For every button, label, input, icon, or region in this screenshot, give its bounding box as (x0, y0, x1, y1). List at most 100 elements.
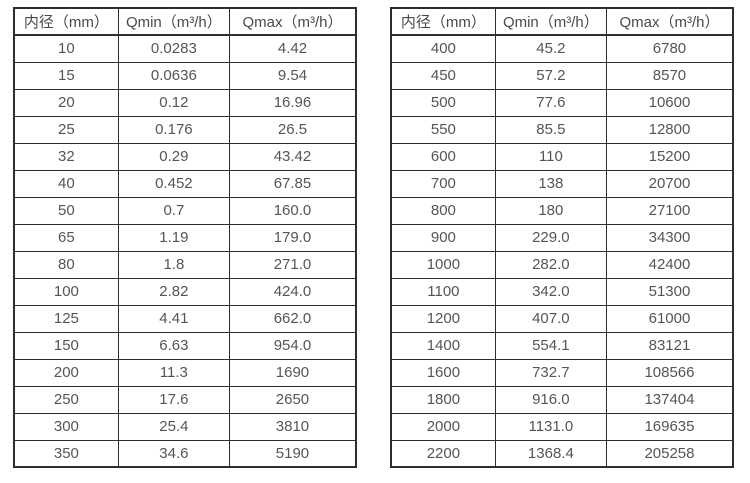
qmax-cell: 20700 (605, 169, 734, 198)
qmin-cell: 0.0636 (117, 61, 230, 90)
qmax-cell: 271.0 (228, 250, 357, 279)
diameter-cell: 200 (13, 358, 119, 387)
diameter-cell: 25 (13, 115, 119, 144)
qmax-cell: 169635 (605, 412, 734, 441)
qmax-cell: 2650 (228, 385, 357, 414)
header-row: 内径（mm） Qmin（m³/h） Qmax（m³/h） (13, 7, 357, 36)
table-row: 2000 1131.0 169635 (390, 412, 734, 441)
table-row: 1000 282.0 42400 (390, 250, 734, 279)
diameter-cell: 800 (390, 196, 496, 225)
qmin-cell: 282.0 (494, 250, 607, 279)
diameter-cell: 20 (13, 88, 119, 117)
qmax-cell: 4.42 (228, 34, 357, 63)
qmin-cell: 0.12 (117, 88, 230, 117)
page-container: 内径（mm） Qmin（m³/h） Qmax（m³/h） 10 0.0283 4.42 1… (13, 7, 734, 468)
qmax-cell: 83121 (605, 331, 734, 360)
table-row: 400 45.2 6780 (390, 34, 734, 63)
table-row: 300 25.4 3810 (13, 412, 357, 441)
diameter-cell: 32 (13, 142, 119, 171)
qmin-cell: 25.4 (117, 412, 230, 441)
table-row: 1200 407.0 61000 (390, 304, 734, 333)
diameter-cell: 1100 (390, 277, 496, 306)
qmin-cell: 1.8 (117, 250, 230, 279)
table-row: 150 6.63 954.0 (13, 331, 357, 360)
qmax-cell: 662.0 (228, 304, 357, 333)
qmax-cell: 27100 (605, 196, 734, 225)
table-row: 550 85.5 12800 (390, 115, 734, 144)
table-row: 15 0.0636 9.54 (13, 61, 357, 90)
table-row: 10 0.0283 4.42 (13, 34, 357, 63)
spec-table-left: 内径（mm） Qmin（m³/h） Qmax（m³/h） 10 0.0283 4.42 1… (13, 7, 357, 468)
diameter-cell: 550 (390, 115, 496, 144)
diameter-cell: 350 (13, 439, 119, 468)
qmax-cell: 5190 (228, 439, 357, 468)
diameter-cell: 1400 (390, 331, 496, 360)
column-header: Qmax（m³/h） (228, 7, 357, 36)
table-row: 1100 342.0 51300 (390, 277, 734, 306)
qmin-cell: 180 (494, 196, 607, 225)
table-row: 600 110 15200 (390, 142, 734, 171)
diameter-cell: 15 (13, 61, 119, 90)
qmax-cell: 205258 (605, 439, 734, 468)
diameter-cell: 1600 (390, 358, 496, 387)
qmax-cell: 179.0 (228, 223, 357, 252)
diameter-cell: 500 (390, 88, 496, 117)
table-row: 32 0.29 43.42 (13, 142, 357, 171)
table-row: 50 0.7 160.0 (13, 196, 357, 225)
table-row: 1800 916.0 137404 (390, 385, 734, 414)
diameter-cell: 150 (13, 331, 119, 360)
qmin-cell: 1.19 (117, 223, 230, 252)
diameter-cell: 1800 (390, 385, 496, 414)
column-header: 内径（mm） (390, 7, 496, 36)
qmin-cell: 407.0 (494, 304, 607, 333)
diameter-cell: 50 (13, 196, 119, 225)
diameter-cell: 40 (13, 169, 119, 198)
qmin-cell: 77.6 (494, 88, 607, 117)
qmin-cell: 0.7 (117, 196, 230, 225)
diameter-cell: 450 (390, 61, 496, 90)
column-header: 内径（mm） (13, 7, 119, 36)
diameter-cell: 80 (13, 250, 119, 279)
qmin-cell: 1131.0 (494, 412, 607, 441)
qmax-cell: 12800 (605, 115, 734, 144)
qmax-cell: 424.0 (228, 277, 357, 306)
column-header: Qmin（m³/h） (494, 7, 607, 36)
qmax-cell: 15200 (605, 142, 734, 171)
table-row: 800 180 27100 (390, 196, 734, 225)
column-header: Qmin（m³/h） (117, 7, 230, 36)
qmax-cell: 1690 (228, 358, 357, 387)
qmin-cell: 110 (494, 142, 607, 171)
qmax-cell: 42400 (605, 250, 734, 279)
qmin-cell: 0.0283 (117, 34, 230, 63)
qmax-cell: 16.96 (228, 88, 357, 117)
diameter-cell: 2000 (390, 412, 496, 441)
qmin-cell: 6.63 (117, 331, 230, 360)
qmin-cell: 554.1 (494, 331, 607, 360)
qmax-cell: 160.0 (228, 196, 357, 225)
table-row: 1600 732.7 108566 (390, 358, 734, 387)
qmin-cell: 45.2 (494, 34, 607, 63)
table-row: 20 0.12 16.96 (13, 88, 357, 117)
qmin-cell: 57.2 (494, 61, 607, 90)
table-row: 250 17.6 2650 (13, 385, 357, 414)
table-row: 125 4.41 662.0 (13, 304, 357, 333)
spec-table-right: 内径（mm） Qmin（m³/h） Qmax（m³/h） 400 45.2 6780 45… (390, 7, 734, 468)
qmax-cell: 8570 (605, 61, 734, 90)
table-row: 2200 1368.4 205258 (390, 439, 734, 468)
qmax-cell: 9.54 (228, 61, 357, 90)
qmax-cell: 10600 (605, 88, 734, 117)
qmin-cell: 2.82 (117, 277, 230, 306)
qmin-cell: 138 (494, 169, 607, 198)
diameter-cell: 1000 (390, 250, 496, 279)
qmax-cell: 26.5 (228, 115, 357, 144)
diameter-cell: 65 (13, 223, 119, 252)
table-row: 80 1.8 271.0 (13, 250, 357, 279)
qmax-cell: 61000 (605, 304, 734, 333)
qmax-cell: 67.85 (228, 169, 357, 198)
diameter-cell: 250 (13, 385, 119, 414)
table-row: 200 11.3 1690 (13, 358, 357, 387)
qmin-cell: 1368.4 (494, 439, 607, 468)
qmax-cell: 108566 (605, 358, 734, 387)
table-row: 900 229.0 34300 (390, 223, 734, 252)
diameter-cell: 125 (13, 304, 119, 333)
